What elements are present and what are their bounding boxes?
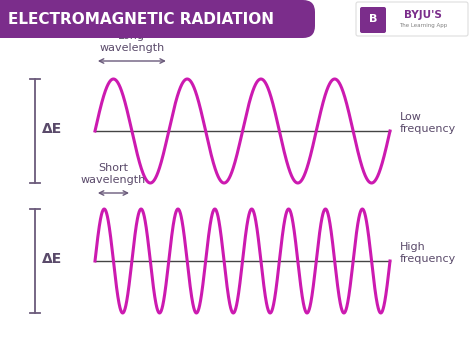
FancyBboxPatch shape: [356, 2, 468, 36]
Text: High
frequency: High frequency: [400, 242, 456, 264]
Text: Low
frequency: Low frequency: [400, 112, 456, 134]
Text: Short
wavelength: Short wavelength: [81, 163, 146, 185]
Text: The Learning App: The Learning App: [399, 24, 447, 29]
Text: ELECTROMAGNETIC RADIATION: ELECTROMAGNETIC RADIATION: [8, 12, 274, 27]
Text: Long
wavelength: Long wavelength: [99, 31, 164, 53]
Bar: [0, 0, 20, 38]
Text: ΔE: ΔE: [42, 122, 62, 136]
Text: B: B: [369, 14, 377, 24]
Text: BYJU'S: BYJU'S: [404, 10, 442, 20]
FancyBboxPatch shape: [0, 0, 315, 38]
Text: ΔE: ΔE: [42, 252, 62, 266]
FancyBboxPatch shape: [360, 7, 386, 33]
